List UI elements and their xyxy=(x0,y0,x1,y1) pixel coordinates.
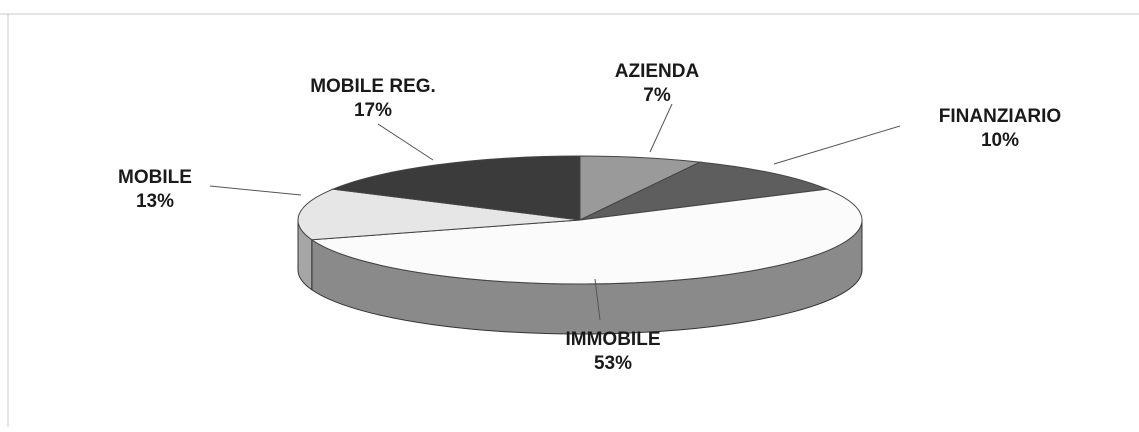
leader-line-finanziario xyxy=(773,125,901,165)
slice-percent-azienda: 7% xyxy=(643,85,671,106)
pie-slice-mobile xyxy=(297,188,581,241)
leader-line-mobile xyxy=(209,185,302,196)
pie-slice-mobile-reg xyxy=(330,155,581,221)
leader-line-immobile xyxy=(594,278,601,321)
pie-slice-finanziario xyxy=(579,161,830,221)
pie-slice-immobile xyxy=(310,188,863,285)
slice-percent-mobile-reg: 17% xyxy=(354,100,392,121)
slice-label-immobile: IMMOBILE xyxy=(566,329,661,350)
slice-label-mobile: MOBILE xyxy=(118,167,192,188)
slice-percent-finanziario: 10% xyxy=(981,130,1019,151)
slice-label-mobile-reg: MOBILE REG. xyxy=(310,76,436,97)
slice-label-azienda: AZIENDA xyxy=(615,61,700,82)
leader-line-mobile-reg xyxy=(377,123,434,161)
slice-percent-mobile: 13% xyxy=(136,191,174,212)
leader-line-azienda xyxy=(649,103,673,153)
slice-label-finanziario: FINANZIARIO xyxy=(939,106,1061,127)
pie-slice-azienda xyxy=(579,155,702,221)
slice-percent-immobile: 53% xyxy=(594,353,632,374)
